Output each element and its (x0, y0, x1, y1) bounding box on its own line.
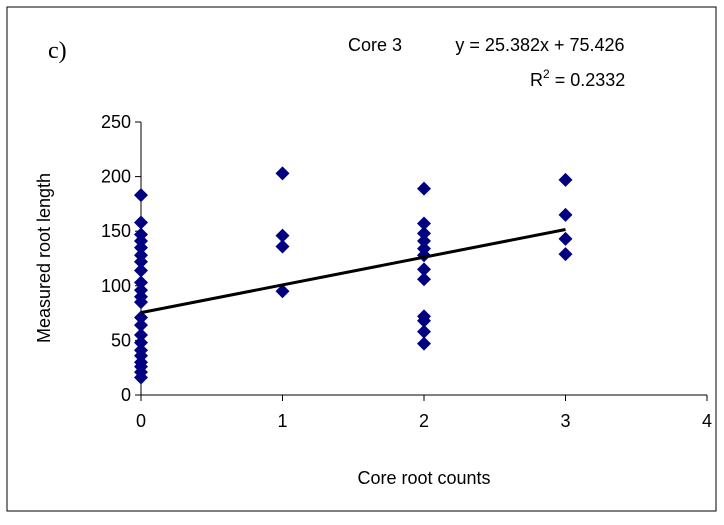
point (134, 327, 148, 342)
point (417, 234, 431, 249)
point (275, 284, 290, 299)
point (558, 247, 573, 262)
point (134, 310, 148, 325)
point (558, 172, 573, 187)
panel-label: c) (48, 38, 67, 64)
point (275, 239, 290, 254)
x-tick-label: 3 (560, 411, 570, 431)
x-tick-label: 0 (136, 411, 146, 431)
r-squared: R2 = 0.2332 (530, 67, 625, 90)
point (134, 318, 148, 333)
x-tick-label: 1 (277, 411, 287, 431)
y-tick-label: 200 (101, 167, 131, 187)
point (417, 272, 431, 287)
y-tick-label: 150 (101, 221, 131, 241)
point (134, 295, 148, 310)
x-tick-label: 2 (419, 411, 429, 431)
r2-sup: 2 (543, 67, 550, 81)
point (134, 254, 148, 269)
point (275, 166, 290, 181)
point (417, 313, 431, 328)
point (134, 263, 148, 278)
point (417, 216, 431, 231)
r2-rest: = 0.2332 (550, 70, 626, 90)
point (134, 335, 148, 350)
point (558, 207, 573, 222)
point (134, 240, 148, 255)
point (417, 324, 431, 339)
chart-frame (6, 6, 717, 512)
y-tick-label: 50 (111, 330, 131, 350)
y-tick-label: 0 (121, 385, 131, 405)
y-tick-label: 250 (101, 112, 131, 132)
point (134, 275, 148, 290)
x-tick-label: 4 (702, 411, 712, 431)
point (134, 370, 148, 385)
point (134, 215, 148, 230)
equation: y = 25.382x + 75.426 (455, 35, 624, 55)
point (275, 228, 290, 243)
point (417, 226, 431, 241)
y-axis-title: Measured root length (34, 173, 54, 343)
point (417, 181, 431, 196)
x-axis-title: Core root counts (357, 468, 490, 488)
point (417, 336, 431, 351)
point (417, 262, 431, 277)
chart-title: Core 3 (348, 35, 402, 55)
point (558, 231, 573, 246)
y-tick-label: 100 (101, 276, 131, 296)
trendline (140, 228, 566, 315)
r2-base: R (530, 70, 543, 90)
point (134, 188, 148, 203)
